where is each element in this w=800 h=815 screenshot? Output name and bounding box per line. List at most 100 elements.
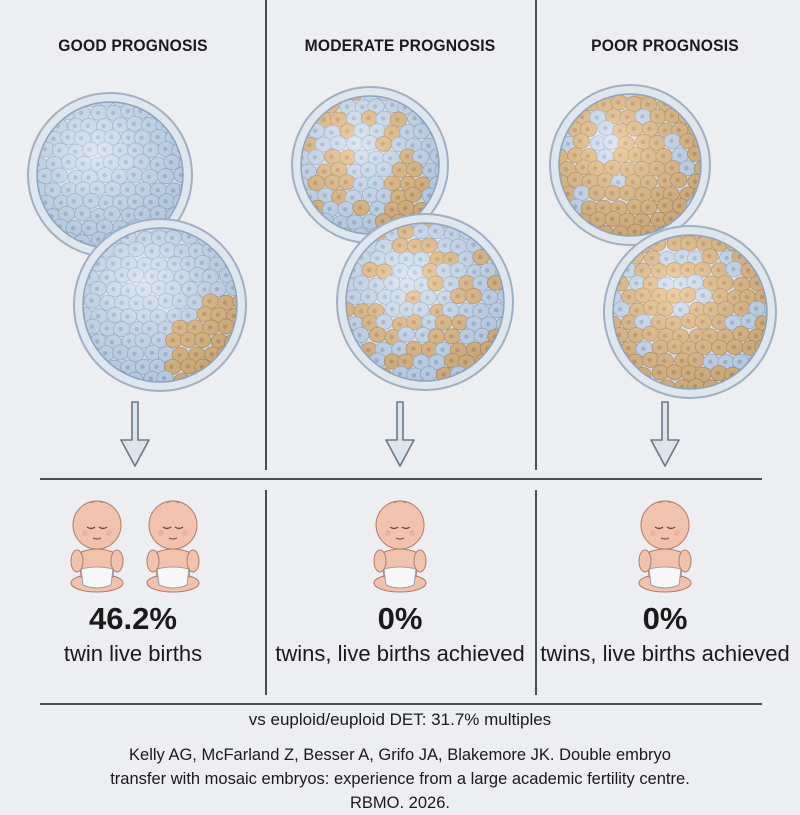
aneuploid-cell [583, 380, 600, 395]
euploid-cell [46, 334, 63, 349]
cell-nucleus [321, 372, 325, 376]
cell-nucleus [140, 83, 144, 87]
cell-nucleus [191, 149, 195, 153]
aneuploid-cell [763, 251, 767, 267]
aneuploid-cell [756, 211, 773, 226]
cell-nucleus [470, 191, 474, 195]
cell-nucleus [610, 63, 614, 67]
cell-nucleus [784, 410, 788, 414]
cell-nucleus [268, 206, 272, 210]
euploid-cell [526, 392, 543, 407]
aneuploid-cell [763, 235, 767, 242]
cell-nucleus [367, 65, 371, 69]
euploid-cell [45, 307, 62, 322]
aneuploid-cell [530, 160, 547, 175]
cell-nucleus [58, 251, 62, 255]
cell-nucleus [267, 248, 271, 252]
aneuploid-cell [294, 254, 311, 269]
aneuploid-cell [704, 405, 721, 420]
aneuploid-cell [324, 250, 341, 265]
euploid-cell [613, 250, 616, 267]
euploid-cell [520, 278, 537, 293]
cell-nucleus [526, 257, 530, 261]
euploid-cell [482, 186, 499, 201]
euploid-cell [592, 263, 609, 278]
cell-nucleus [27, 201, 31, 205]
cell-nucleus [706, 203, 710, 207]
cell-nucleus [276, 194, 280, 198]
euploid-cell [467, 393, 484, 408]
cell-nucleus [580, 347, 584, 351]
cell-nucleus [581, 371, 585, 375]
euploid-cell [0, 156, 17, 171]
cell-nucleus [269, 301, 273, 305]
moderate-prognosis-title: MODERATE PROGNOSIS [304, 36, 496, 55]
aneuploid-cell [619, 59, 636, 74]
cell-nucleus [594, 346, 598, 350]
cell-nucleus [502, 193, 506, 197]
good-value: 46.2% [89, 601, 177, 636]
euploid-cell [287, 60, 304, 75]
cell-nucleus [739, 384, 745, 389]
euploid-cell [188, 92, 205, 107]
euploid-cell [559, 96, 569, 112]
euploid-cell [159, 66, 176, 81]
aneuploid-cell [279, 72, 296, 87]
euploid-cell [201, 92, 218, 107]
cell-nucleus [784, 205, 788, 209]
aneuploid-cell [518, 327, 535, 342]
aneuploid-cell [779, 355, 796, 370]
euploid-cell [724, 160, 741, 175]
poor-embryo-1 [549, 84, 718, 246]
cell-nucleus [669, 94, 674, 95]
aneuploid-cell [613, 237, 622, 254]
cell-nucleus [276, 168, 280, 172]
cell-nucleus [66, 313, 70, 317]
cell-nucleus [714, 114, 718, 118]
cell-nucleus [455, 143, 459, 147]
cell-nucleus [494, 358, 499, 364]
euploid-cell [14, 103, 31, 118]
euploid-cell [97, 228, 115, 232]
cell-nucleus [133, 69, 137, 73]
euploid-cell [316, 341, 333, 356]
cell-nucleus [669, 64, 673, 68]
aneuploid-cell [480, 223, 498, 228]
cell-nucleus [328, 333, 332, 337]
cell-nucleus [117, 71, 121, 75]
aneuploid-cell [779, 404, 796, 419]
aneuploid-cell [536, 70, 553, 85]
cell-nucleus [28, 226, 32, 230]
cell-nucleus [730, 216, 734, 220]
cell-nucleus [269, 260, 273, 264]
aneuploid-cell [702, 70, 719, 85]
moderate-caption: twins, live births achieved [275, 641, 525, 666]
euploid-cell [83, 371, 87, 382]
aneuploid-cell [544, 59, 561, 74]
aneuploid-cell [226, 384, 243, 399]
cell-nucleus [260, 390, 264, 394]
euploid-cell [490, 201, 507, 216]
aneuploid-cell [677, 94, 695, 98]
euploid-cell [316, 239, 333, 254]
cell-nucleus [588, 256, 592, 260]
aneuploid-cell [353, 71, 370, 86]
cell-nucleus [472, 168, 476, 172]
aneuploid-cell [233, 398, 250, 413]
aneuploid-cell [249, 295, 266, 310]
cell-nucleus [693, 100, 698, 106]
euploid-cell [241, 203, 258, 218]
euploid-cell [68, 66, 85, 81]
cell-nucleus [602, 75, 606, 79]
good-caption: twin live births [63, 641, 203, 666]
euploid-cell [37, 246, 38, 248]
cell-nucleus [792, 319, 796, 323]
cell-nucleus [313, 307, 317, 311]
euploid-cell [762, 352, 767, 369]
cell-nucleus [72, 326, 76, 330]
euploid-cell [723, 109, 740, 124]
euploid-cell [503, 224, 504, 241]
cell-nucleus [427, 397, 431, 401]
cell-nucleus [208, 402, 212, 406]
cell-nucleus [582, 293, 586, 297]
